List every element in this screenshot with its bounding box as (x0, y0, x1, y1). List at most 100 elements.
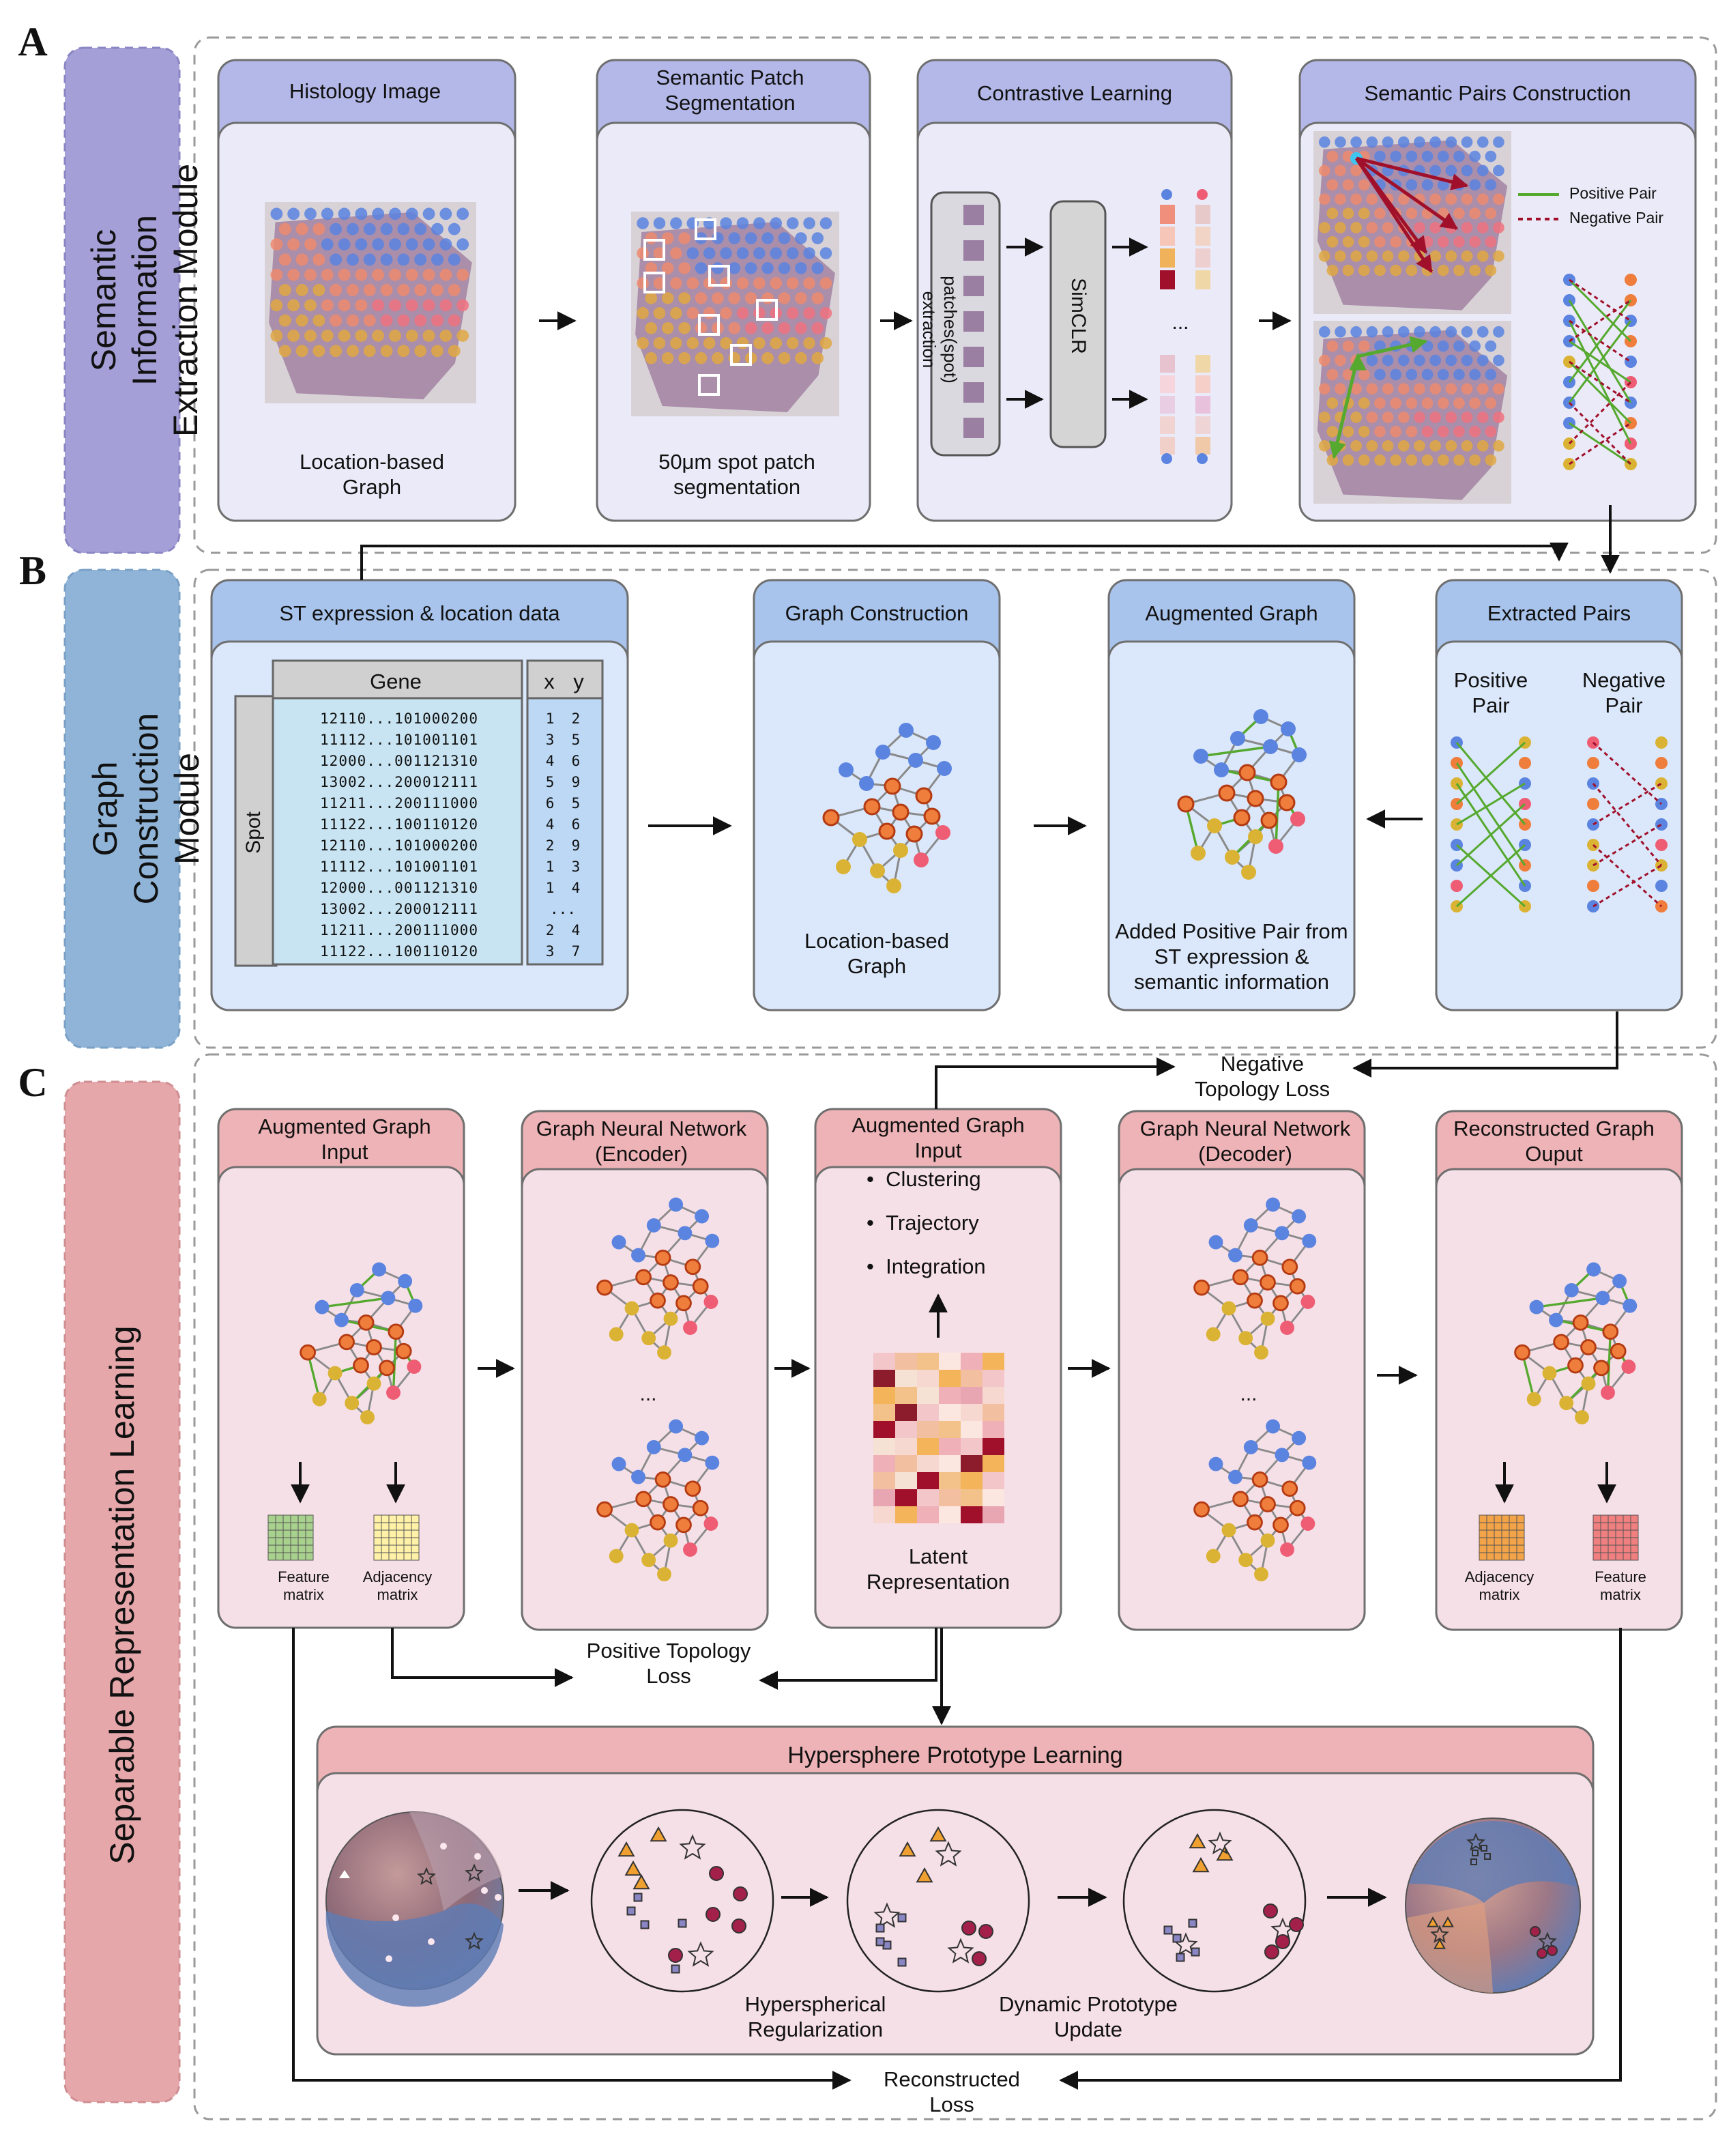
matrix-cell (275, 1529, 284, 1538)
tissue-spot (312, 284, 325, 296)
tissue-spot (1485, 340, 1497, 352)
decoder-ellipsis: ... (1240, 1383, 1257, 1405)
matrix-cell (1600, 1552, 1609, 1561)
matrix-cell (1623, 1537, 1631, 1546)
graph-node (1208, 1456, 1223, 1471)
graph-node (1177, 795, 1195, 813)
tissue-spot (736, 307, 749, 319)
circle-marker (1289, 1917, 1304, 1932)
tissue-spot (778, 292, 791, 304)
patch-thumbnail (963, 382, 984, 403)
tissue-spot (1366, 136, 1378, 148)
tissue-spot (695, 292, 708, 304)
graph-node (596, 1279, 613, 1296)
matrix-cell (1516, 1514, 1525, 1523)
embedding-cell (1195, 355, 1210, 373)
graph-node (407, 1360, 422, 1374)
tissue-spot (1445, 250, 1457, 262)
matrix-cell (1501, 1529, 1510, 1538)
box-graphcons-body (753, 640, 1001, 1011)
graph-node (705, 1233, 720, 1248)
tissue-spot (330, 314, 343, 327)
graph-node (1623, 1298, 1638, 1313)
simclr-label: SimCLR (1063, 255, 1090, 377)
matrix-cell (1608, 1529, 1616, 1538)
prototype-star (935, 1841, 962, 1867)
tissue-spot (1477, 193, 1489, 205)
tissue-spot (1469, 426, 1481, 437)
tissue-spot (661, 322, 674, 334)
graph-node (609, 1549, 624, 1564)
graph-node (926, 735, 941, 750)
pair-positive-link (1568, 320, 1632, 444)
tissue-spot (1350, 164, 1362, 177)
graph-node (1263, 739, 1278, 754)
matrix-cell (396, 1514, 405, 1523)
module-a-label-box (63, 46, 181, 554)
graph-node (878, 822, 896, 840)
tissue-spot (778, 322, 791, 334)
latent-cell (895, 1438, 917, 1455)
graph-node (1207, 818, 1222, 833)
xy-matrix-cell (526, 697, 604, 966)
graph-node (1559, 1396, 1574, 1411)
tissue-spot (645, 292, 658, 304)
graph-node (1230, 731, 1245, 746)
embedding-cell (1195, 375, 1210, 393)
tissue-spot (795, 232, 807, 244)
graph-node (328, 1366, 343, 1381)
triangle-marker (1427, 1916, 1439, 1927)
graph-node (1247, 1292, 1263, 1309)
tissue-spot (1350, 250, 1362, 262)
latent-cell (939, 1353, 961, 1370)
sphere-point (428, 1938, 435, 1945)
prototype-star (947, 1938, 974, 1964)
tissue-spot (278, 345, 291, 358)
graph-node (675, 1295, 692, 1312)
matrix-cell (1592, 1514, 1601, 1523)
square-marker (640, 1920, 650, 1929)
tissue-spot (422, 268, 435, 281)
matrix-cell (381, 1514, 390, 1523)
panel-letter-c: C (18, 1060, 48, 1105)
matrix-cell (1600, 1514, 1609, 1523)
tissue-spot (1350, 326, 1362, 338)
matrix-cell (1486, 1529, 1495, 1538)
arrow-latent-to-neg-loss (935, 1057, 1176, 1109)
extracted-positive-link (1455, 844, 1526, 908)
tissue-spot (1382, 383, 1394, 395)
matrix-cell (1623, 1514, 1631, 1523)
graph-node (908, 753, 923, 768)
tissue-spot (795, 322, 807, 334)
tissue-spot (720, 277, 732, 289)
graph-node (1260, 1496, 1276, 1512)
latent-cell (895, 1370, 917, 1387)
square-marker (678, 1918, 687, 1928)
tissue-spot (703, 307, 716, 319)
tissue-spot (338, 299, 351, 312)
tissue-spot (778, 232, 791, 244)
pair-positive-link (1569, 340, 1631, 384)
matrix-cell (1509, 1522, 1517, 1531)
tissue-spot (1358, 454, 1370, 466)
tissue-spot (653, 277, 666, 289)
tissue-spot (1397, 412, 1410, 423)
circle-marker (1537, 1948, 1547, 1959)
tissue-spot (295, 345, 308, 358)
tissue-spot (1326, 369, 1339, 381)
graph-node (1292, 747, 1307, 762)
latent-cell (939, 1421, 961, 1438)
graph-node (1564, 1282, 1579, 1297)
box-input-body (217, 1166, 465, 1629)
negative-arrow (1356, 156, 1469, 190)
graph-node (1238, 764, 1256, 781)
tissue-spot (1358, 426, 1370, 437)
graph-node (684, 1259, 701, 1276)
graph-node (683, 1542, 697, 1557)
tissue-spot (1342, 454, 1354, 466)
tissue-spot (1461, 326, 1473, 338)
matrix-cell (297, 1514, 306, 1523)
tissue-spot (397, 314, 410, 327)
circle-marker (731, 1918, 746, 1934)
latent-cell (895, 1404, 917, 1421)
